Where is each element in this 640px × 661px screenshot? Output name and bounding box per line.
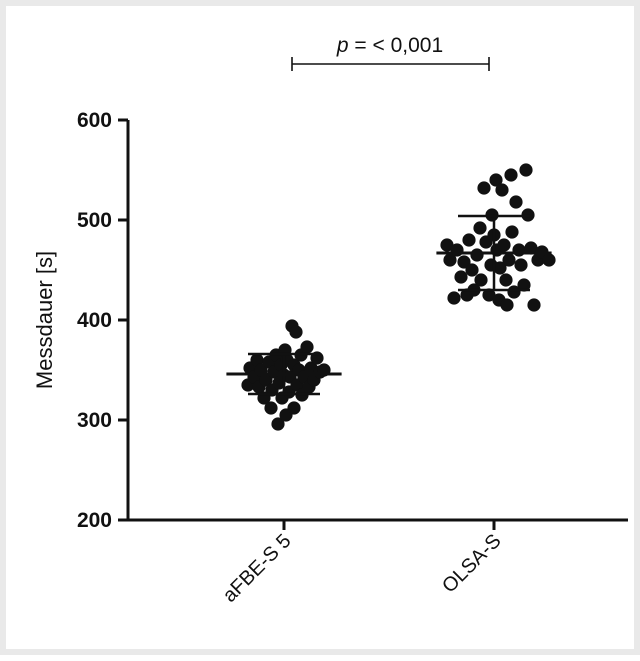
data-point-0-9 [264,401,278,415]
p-value-text: = < 0,001 [349,34,444,57]
data-point-1-15 [482,288,496,302]
data-point-1-11 [473,221,487,235]
data-point-1-35 [519,163,533,177]
y-tick-label-200: 200 [77,509,112,532]
data-points [241,163,556,431]
data-point-1-7 [462,233,476,247]
data-point-1-26 [500,298,514,312]
significance-annotation: p = < 0,001 [291,34,490,71]
data-point-1-34 [517,278,531,292]
data-point-1-22 [493,261,507,275]
data-point-1-4 [454,270,468,284]
data-point-1-33 [514,258,528,272]
data-point-1-30 [507,285,521,299]
data-point-0-3 [250,353,264,367]
data-point-1-25 [499,273,513,287]
data-point-1-29 [505,225,519,239]
x-category-label-1: OLSA-S [438,530,505,597]
y-tick-label-400: 400 [77,309,112,332]
data-point-1-0 [440,238,454,252]
data-point-0-26 [289,325,303,339]
data-point-1-32 [512,243,526,257]
p-symbol: p [336,34,349,57]
data-point-1-27 [502,253,516,267]
data-point-1-37 [524,241,538,255]
y-tick-label-500: 500 [77,209,112,232]
data-point-1-23 [495,183,509,197]
data-point-1-13 [477,181,491,195]
data-point-1-24 [497,238,511,252]
data-point-1-10 [470,248,484,262]
data-point-1-1 [443,253,457,267]
data-point-0-13 [271,417,285,431]
data-point-0-32 [300,340,314,354]
data-point-1-2 [447,291,461,305]
data-point-1-41 [542,253,556,267]
y-tick-label-300: 300 [77,409,112,432]
y-axis-title: Messdauer [s] [32,251,57,389]
p-value-label: p = < 0,001 [336,34,443,57]
data-point-0-7 [259,373,273,387]
data-point-1-3 [450,243,464,257]
data-point-1-12 [474,273,488,287]
data-point-1-19 [489,173,503,187]
data-point-1-8 [465,263,479,277]
data-point-1-5 [457,255,471,269]
axes: 200 300 400 500 600 Messdauer [s] aFBE-S 5 OLSA… [32,109,628,607]
data-point-1-31 [509,195,523,209]
data-point-0-25 [287,401,301,415]
x-category-label-0: aFBE-S 5 [219,530,296,607]
data-point-1-28 [504,168,518,182]
dot-plot-chart: 200 300 400 500 600 Messdauer [s] aFBE-S 5 OLSA… [32,34,628,607]
y-tick-label-600: 600 [77,109,112,132]
error-bars [226,214,552,396]
data-point-1-38 [527,298,541,312]
